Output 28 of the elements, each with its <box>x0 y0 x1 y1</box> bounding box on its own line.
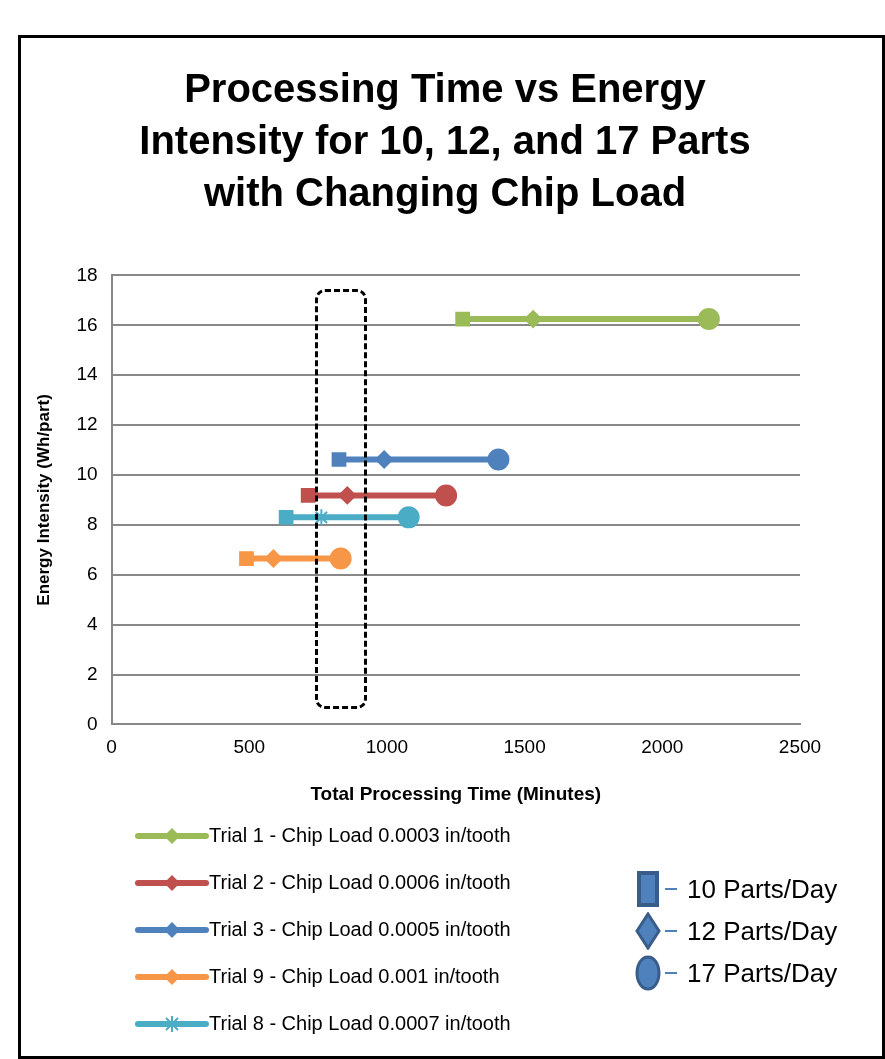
legend-label: Trial 8 - Chip Load 0.0007 in/tooth <box>209 1012 511 1035</box>
legend-label: Trial 1 - Chip Load 0.0003 in/tooth <box>209 824 511 847</box>
y-tick-label: 10 <box>76 463 98 485</box>
x-tick-label: 2500 <box>778 736 822 758</box>
x-tick-label: 2000 <box>641 736 684 758</box>
x-tick-label: 500 <box>233 736 266 758</box>
x-tick-label: 0 <box>106 736 117 758</box>
y-tick-label: 4 <box>86 612 98 634</box>
text: 12 Parts/Day <box>687 915 838 947</box>
legend-label: Trial 3 - Chip Load 0.0005 in/tooth <box>209 918 511 941</box>
legend-label: Trial 2 - Chip Load 0.0006 in/tooth <box>209 871 511 894</box>
y-tick-label: 2 <box>86 662 98 684</box>
y-tick-label: 16 <box>76 313 98 335</box>
chart-title: Processing Time vs Energy Intensity for 10, 12, and 17 Parts with Changing Chip Load <box>138 65 752 216</box>
y-tick-label: 18 <box>76 263 98 285</box>
x-tick-label: 1000 <box>365 736 409 758</box>
y-tick-label: 0 <box>86 712 98 734</box>
y-tick-label: 12 <box>76 413 98 435</box>
y-axis-title: Energy Intensity (Wh/part) <box>33 394 53 606</box>
point <box>264 549 283 568</box>
y-tick-label: 6 <box>86 562 98 584</box>
x-tick-label: 1500 <box>503 736 546 758</box>
legend-label: Trial 9 - Chip Load 0.001 in/tooth <box>209 965 500 988</box>
text: 10 Parts/Day <box>687 873 838 905</box>
x-axis-title: Total Processing Time (Minutes) <box>310 782 602 804</box>
y-tick-label: 8 <box>86 513 98 535</box>
text: 17 Parts/Day <box>687 957 838 989</box>
y-tick-label: 14 <box>76 363 98 385</box>
